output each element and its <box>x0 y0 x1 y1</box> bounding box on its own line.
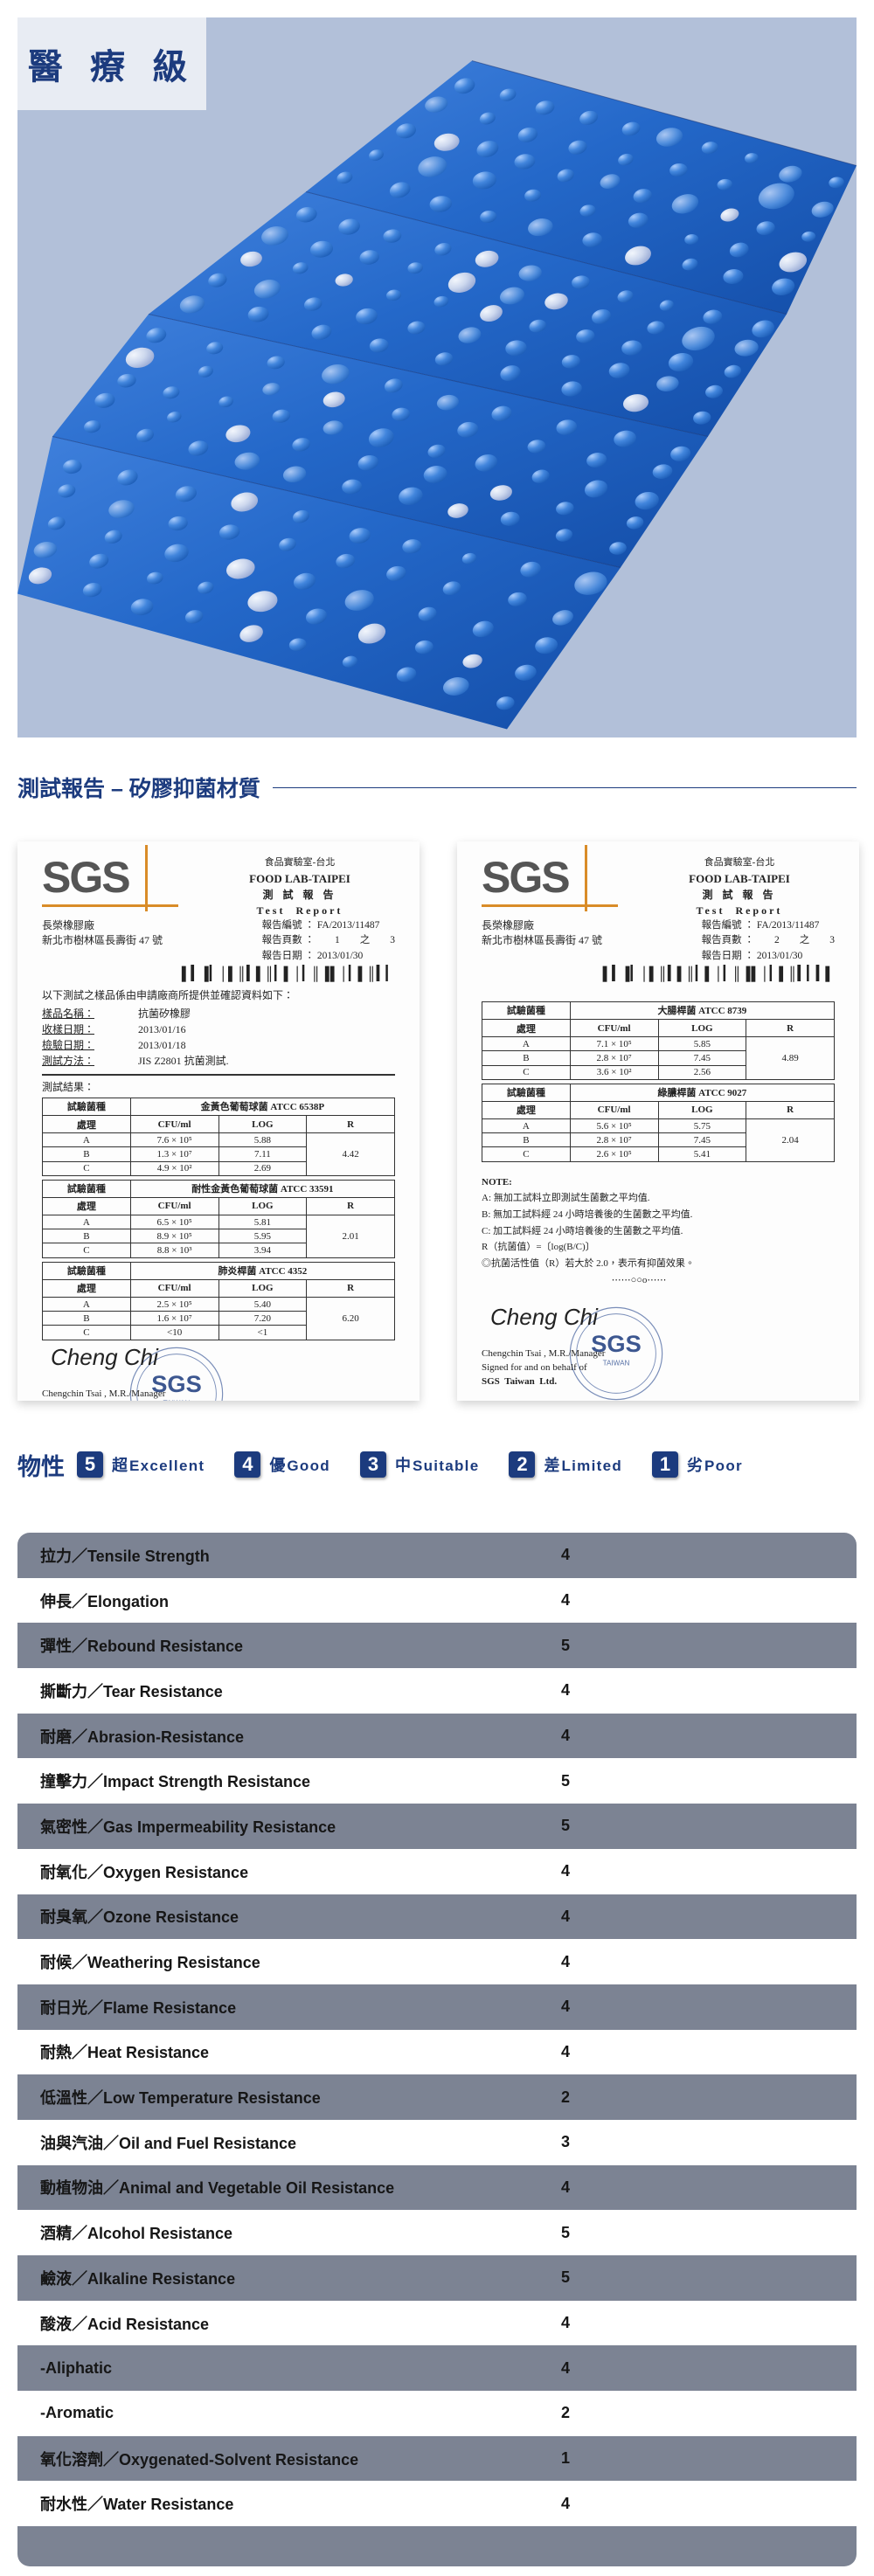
svg-text:TAIWAN: TAIWAN <box>603 1360 630 1368</box>
svg-text:TAIWAN: TAIWAN <box>163 1399 191 1401</box>
